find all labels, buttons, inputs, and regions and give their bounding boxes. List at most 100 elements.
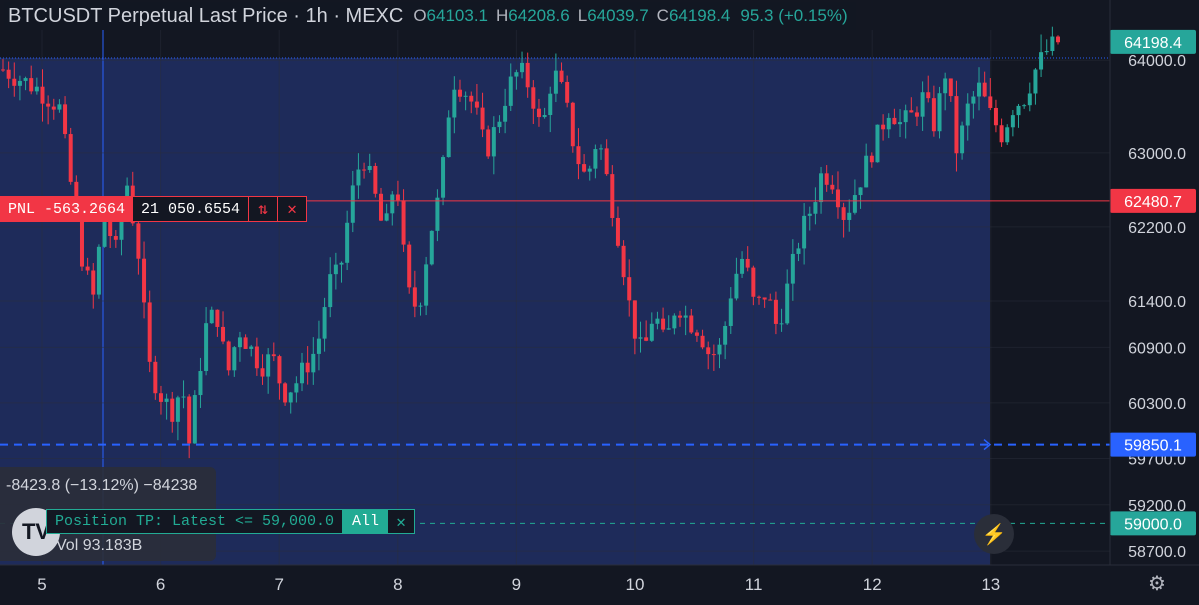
candle-body [91,270,96,295]
candle-body [728,298,733,326]
price-label-text-entry: 62480.7 [1124,194,1182,211]
candle-body [452,89,457,118]
candle-body [497,121,502,128]
candle-body [661,318,666,330]
candle-body [542,115,547,118]
candle-body [531,87,536,109]
position-size[interactable]: 21 050.6554 [133,196,250,222]
candle-body [96,246,101,295]
candle-body [68,134,73,182]
time-tick-label: 5 [37,575,46,594]
position-pnl-label[interactable]: PNL -563.2664 21 050.6554 ⇅ ✕ [0,196,308,222]
candle-body [491,127,496,157]
candle-body [785,283,790,324]
candle-body [706,347,711,355]
candle-body [17,80,22,86]
symbol-title: BTCUSDT Perpetual Last Price · 1h · MEXC [8,4,404,27]
tp-text[interactable]: Position TP: Latest <= 59,000.0 [46,509,344,534]
candle-body [192,395,197,444]
price-label-entry[interactable] [1110,188,1196,213]
candle-body [655,318,660,324]
price-label-blue[interactable] [1110,432,1196,457]
candle-body [621,245,626,278]
candle-body [678,315,683,318]
candle-body [559,70,564,82]
candle-body [937,93,942,132]
time-tick-label: 8 [393,575,402,594]
pnl-value[interactable]: PNL -563.2664 [0,196,134,222]
tp-all-button[interactable]: All [343,509,389,534]
candle-body [1022,105,1027,107]
candle-body [277,356,282,384]
price-change: 95.3 (+0.15%) [740,6,848,25]
candle-body [322,307,327,339]
candle-body [993,107,998,126]
candle-body [1005,127,1010,143]
candle-body [740,258,745,274]
candle-body [819,173,824,203]
candle-body [920,92,925,117]
time-tick-label: 6 [156,575,165,594]
price-label-text-tp: 59000.0 [1124,516,1182,533]
time-tick-label: 11 [745,575,763,594]
candle-body [711,354,716,356]
price-axis-bg [1110,0,1199,565]
take-profit-label[interactable]: Position TP: Latest <= 59,000.0 All ✕ [46,509,416,534]
lightning-icon[interactable]: ⚡ [974,514,1014,554]
candle-body [943,78,948,94]
candle-body [762,297,767,300]
candle-body [204,323,209,372]
chart-legend: BTCUSDT Perpetual Last Price · 1h · MEXC… [4,2,856,30]
candle-body [215,309,220,327]
candle-body [271,354,276,357]
candle-body [305,362,310,373]
candle-body [57,104,62,110]
candle-body [226,341,231,371]
candle-body [283,383,288,403]
close-icon[interactable]: ✕ [278,196,308,222]
close-icon[interactable]: ✕ [388,509,416,534]
candle-body [424,264,429,306]
candle-body [147,302,152,362]
candle-body [142,258,147,303]
candle-body [847,212,852,220]
candle-body [1039,52,1044,70]
candle-body [362,169,367,171]
candle-body [232,347,237,371]
candle-body [23,78,28,81]
candle-body [367,165,372,170]
candle-body [136,223,141,259]
candle-body [768,299,773,301]
candle-body [79,213,84,267]
price-label-text-last: 64198.4 [1124,35,1182,52]
candle-body [113,236,118,240]
gear-icon[interactable]: ⚙ [1148,572,1166,595]
candle-body [700,335,705,348]
price-label-last[interactable] [1110,29,1196,54]
candle-body [638,337,643,339]
candle-body [886,117,891,130]
candle-body [266,354,271,377]
candle-body [300,362,305,384]
candle-body [869,155,874,163]
candle-body [40,86,45,104]
reverse-arrows-icon[interactable]: ⇅ [249,196,279,222]
candle-body [858,187,863,196]
candle-body [841,207,846,220]
candle-body [926,92,931,99]
candle-body [627,277,632,301]
candle-body [339,262,344,265]
candle-body [632,300,637,339]
price-tick-label: 59200.0 [1128,498,1186,515]
candle-body [237,337,242,348]
candle-body [593,149,598,169]
candle-body [830,184,835,190]
candle-body [333,264,338,275]
candle-body [108,211,113,237]
candle-body [773,299,778,324]
candle-body [221,326,226,342]
price-label-tp[interactable] [1110,511,1196,536]
price-axis[interactable]: 64000.0 63000.0 62200.0 61400.0 60900.0 60300… [1110,0,1199,565]
